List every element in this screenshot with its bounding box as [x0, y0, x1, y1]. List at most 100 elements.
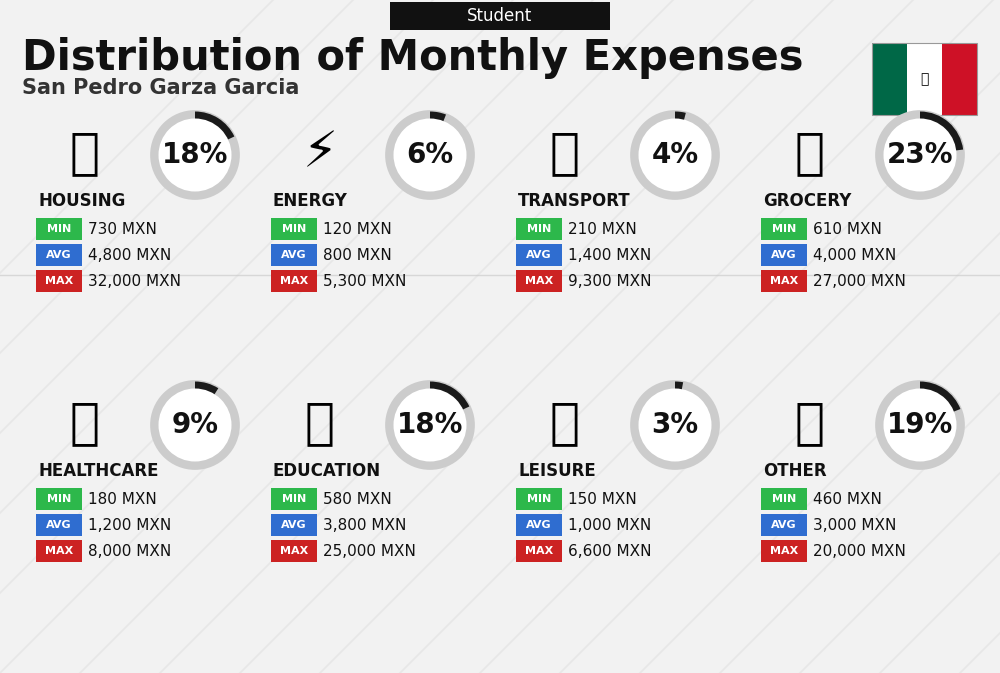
Wedge shape [430, 382, 469, 410]
Text: MAX: MAX [525, 276, 553, 286]
FancyBboxPatch shape [36, 514, 82, 536]
Text: 🛍️: 🛍️ [550, 399, 580, 447]
Text: 4,000 MXN: 4,000 MXN [813, 248, 896, 262]
Text: 1,200 MXN: 1,200 MXN [88, 518, 171, 532]
Wedge shape [195, 112, 234, 140]
Text: MAX: MAX [280, 546, 308, 556]
Circle shape [394, 388, 466, 462]
FancyBboxPatch shape [271, 218, 317, 240]
Circle shape [160, 120, 230, 190]
Text: MAX: MAX [525, 546, 553, 556]
Circle shape [639, 388, 712, 462]
Circle shape [394, 120, 466, 190]
Text: 💰: 💰 [795, 399, 825, 447]
Circle shape [885, 390, 956, 460]
Text: 🏢: 🏢 [70, 129, 100, 177]
Text: MAX: MAX [770, 276, 798, 286]
FancyBboxPatch shape [271, 488, 317, 510]
FancyBboxPatch shape [516, 540, 562, 562]
Text: MAX: MAX [770, 546, 798, 556]
Text: AVG: AVG [526, 520, 552, 530]
Text: 1,000 MXN: 1,000 MXN [568, 518, 651, 532]
FancyBboxPatch shape [761, 244, 807, 266]
FancyBboxPatch shape [516, 270, 562, 292]
Text: AVG: AVG [46, 250, 72, 260]
Text: 6%: 6% [406, 141, 454, 169]
Text: 180 MXN: 180 MXN [88, 491, 157, 507]
FancyBboxPatch shape [271, 244, 317, 266]
Text: MIN: MIN [772, 224, 796, 234]
FancyBboxPatch shape [516, 488, 562, 510]
FancyBboxPatch shape [36, 244, 82, 266]
Text: AVG: AVG [771, 250, 797, 260]
Circle shape [640, 390, 710, 460]
Text: 18%: 18% [162, 141, 228, 169]
Text: 25,000 MXN: 25,000 MXN [323, 544, 416, 559]
FancyBboxPatch shape [761, 270, 807, 292]
Text: 20,000 MXN: 20,000 MXN [813, 544, 906, 559]
FancyBboxPatch shape [516, 218, 562, 240]
Text: 9,300 MXN: 9,300 MXN [568, 273, 652, 289]
FancyBboxPatch shape [516, 514, 562, 536]
Circle shape [884, 118, 956, 192]
Text: 🦅: 🦅 [920, 72, 929, 86]
Text: 23%: 23% [887, 141, 953, 169]
Circle shape [158, 118, 232, 192]
Text: AVG: AVG [771, 520, 797, 530]
Text: 32,000 MXN: 32,000 MXN [88, 273, 181, 289]
FancyBboxPatch shape [36, 540, 82, 562]
FancyBboxPatch shape [942, 43, 977, 115]
Text: 🎓: 🎓 [305, 399, 335, 447]
Circle shape [640, 120, 710, 190]
FancyBboxPatch shape [907, 43, 942, 115]
Text: 27,000 MXN: 27,000 MXN [813, 273, 906, 289]
Text: 3%: 3% [651, 411, 699, 439]
Text: 580 MXN: 580 MXN [323, 491, 392, 507]
Text: 210 MXN: 210 MXN [568, 221, 637, 236]
FancyBboxPatch shape [761, 488, 807, 510]
Wedge shape [195, 382, 218, 395]
Text: AVG: AVG [526, 250, 552, 260]
Text: 120 MXN: 120 MXN [323, 221, 392, 236]
Text: 5,300 MXN: 5,300 MXN [323, 273, 406, 289]
Circle shape [884, 388, 956, 462]
Text: 3,800 MXN: 3,800 MXN [323, 518, 406, 532]
Text: San Pedro Garza Garcia: San Pedro Garza Garcia [22, 78, 299, 98]
Text: MAX: MAX [45, 276, 73, 286]
Circle shape [394, 390, 466, 460]
Text: 730 MXN: 730 MXN [88, 221, 157, 236]
Text: OTHER: OTHER [763, 462, 827, 480]
Text: MIN: MIN [527, 224, 551, 234]
Circle shape [160, 390, 230, 460]
Circle shape [885, 120, 956, 190]
Text: 3,000 MXN: 3,000 MXN [813, 518, 896, 532]
Circle shape [158, 388, 232, 462]
Text: EDUCATION: EDUCATION [273, 462, 381, 480]
Text: HEALTHCARE: HEALTHCARE [38, 462, 158, 480]
Text: 1,400 MXN: 1,400 MXN [568, 248, 651, 262]
Text: AVG: AVG [281, 520, 307, 530]
Circle shape [639, 118, 712, 192]
Text: 800 MXN: 800 MXN [323, 248, 392, 262]
FancyBboxPatch shape [36, 218, 82, 240]
Text: GROCERY: GROCERY [763, 192, 851, 210]
FancyBboxPatch shape [761, 514, 807, 536]
Text: MIN: MIN [47, 494, 71, 504]
Circle shape [394, 118, 466, 192]
Text: ⚡: ⚡ [302, 129, 338, 177]
Text: Student: Student [467, 7, 533, 25]
Text: MIN: MIN [282, 494, 306, 504]
Wedge shape [675, 112, 686, 120]
FancyBboxPatch shape [761, 540, 807, 562]
Text: 🛒: 🛒 [795, 129, 825, 177]
FancyBboxPatch shape [36, 270, 82, 292]
Text: MIN: MIN [282, 224, 306, 234]
FancyBboxPatch shape [872, 43, 907, 115]
FancyBboxPatch shape [271, 514, 317, 536]
Text: MAX: MAX [280, 276, 308, 286]
FancyBboxPatch shape [761, 218, 807, 240]
Text: MIN: MIN [47, 224, 71, 234]
Text: AVG: AVG [46, 520, 72, 530]
Wedge shape [675, 382, 683, 390]
Text: LEISURE: LEISURE [518, 462, 596, 480]
